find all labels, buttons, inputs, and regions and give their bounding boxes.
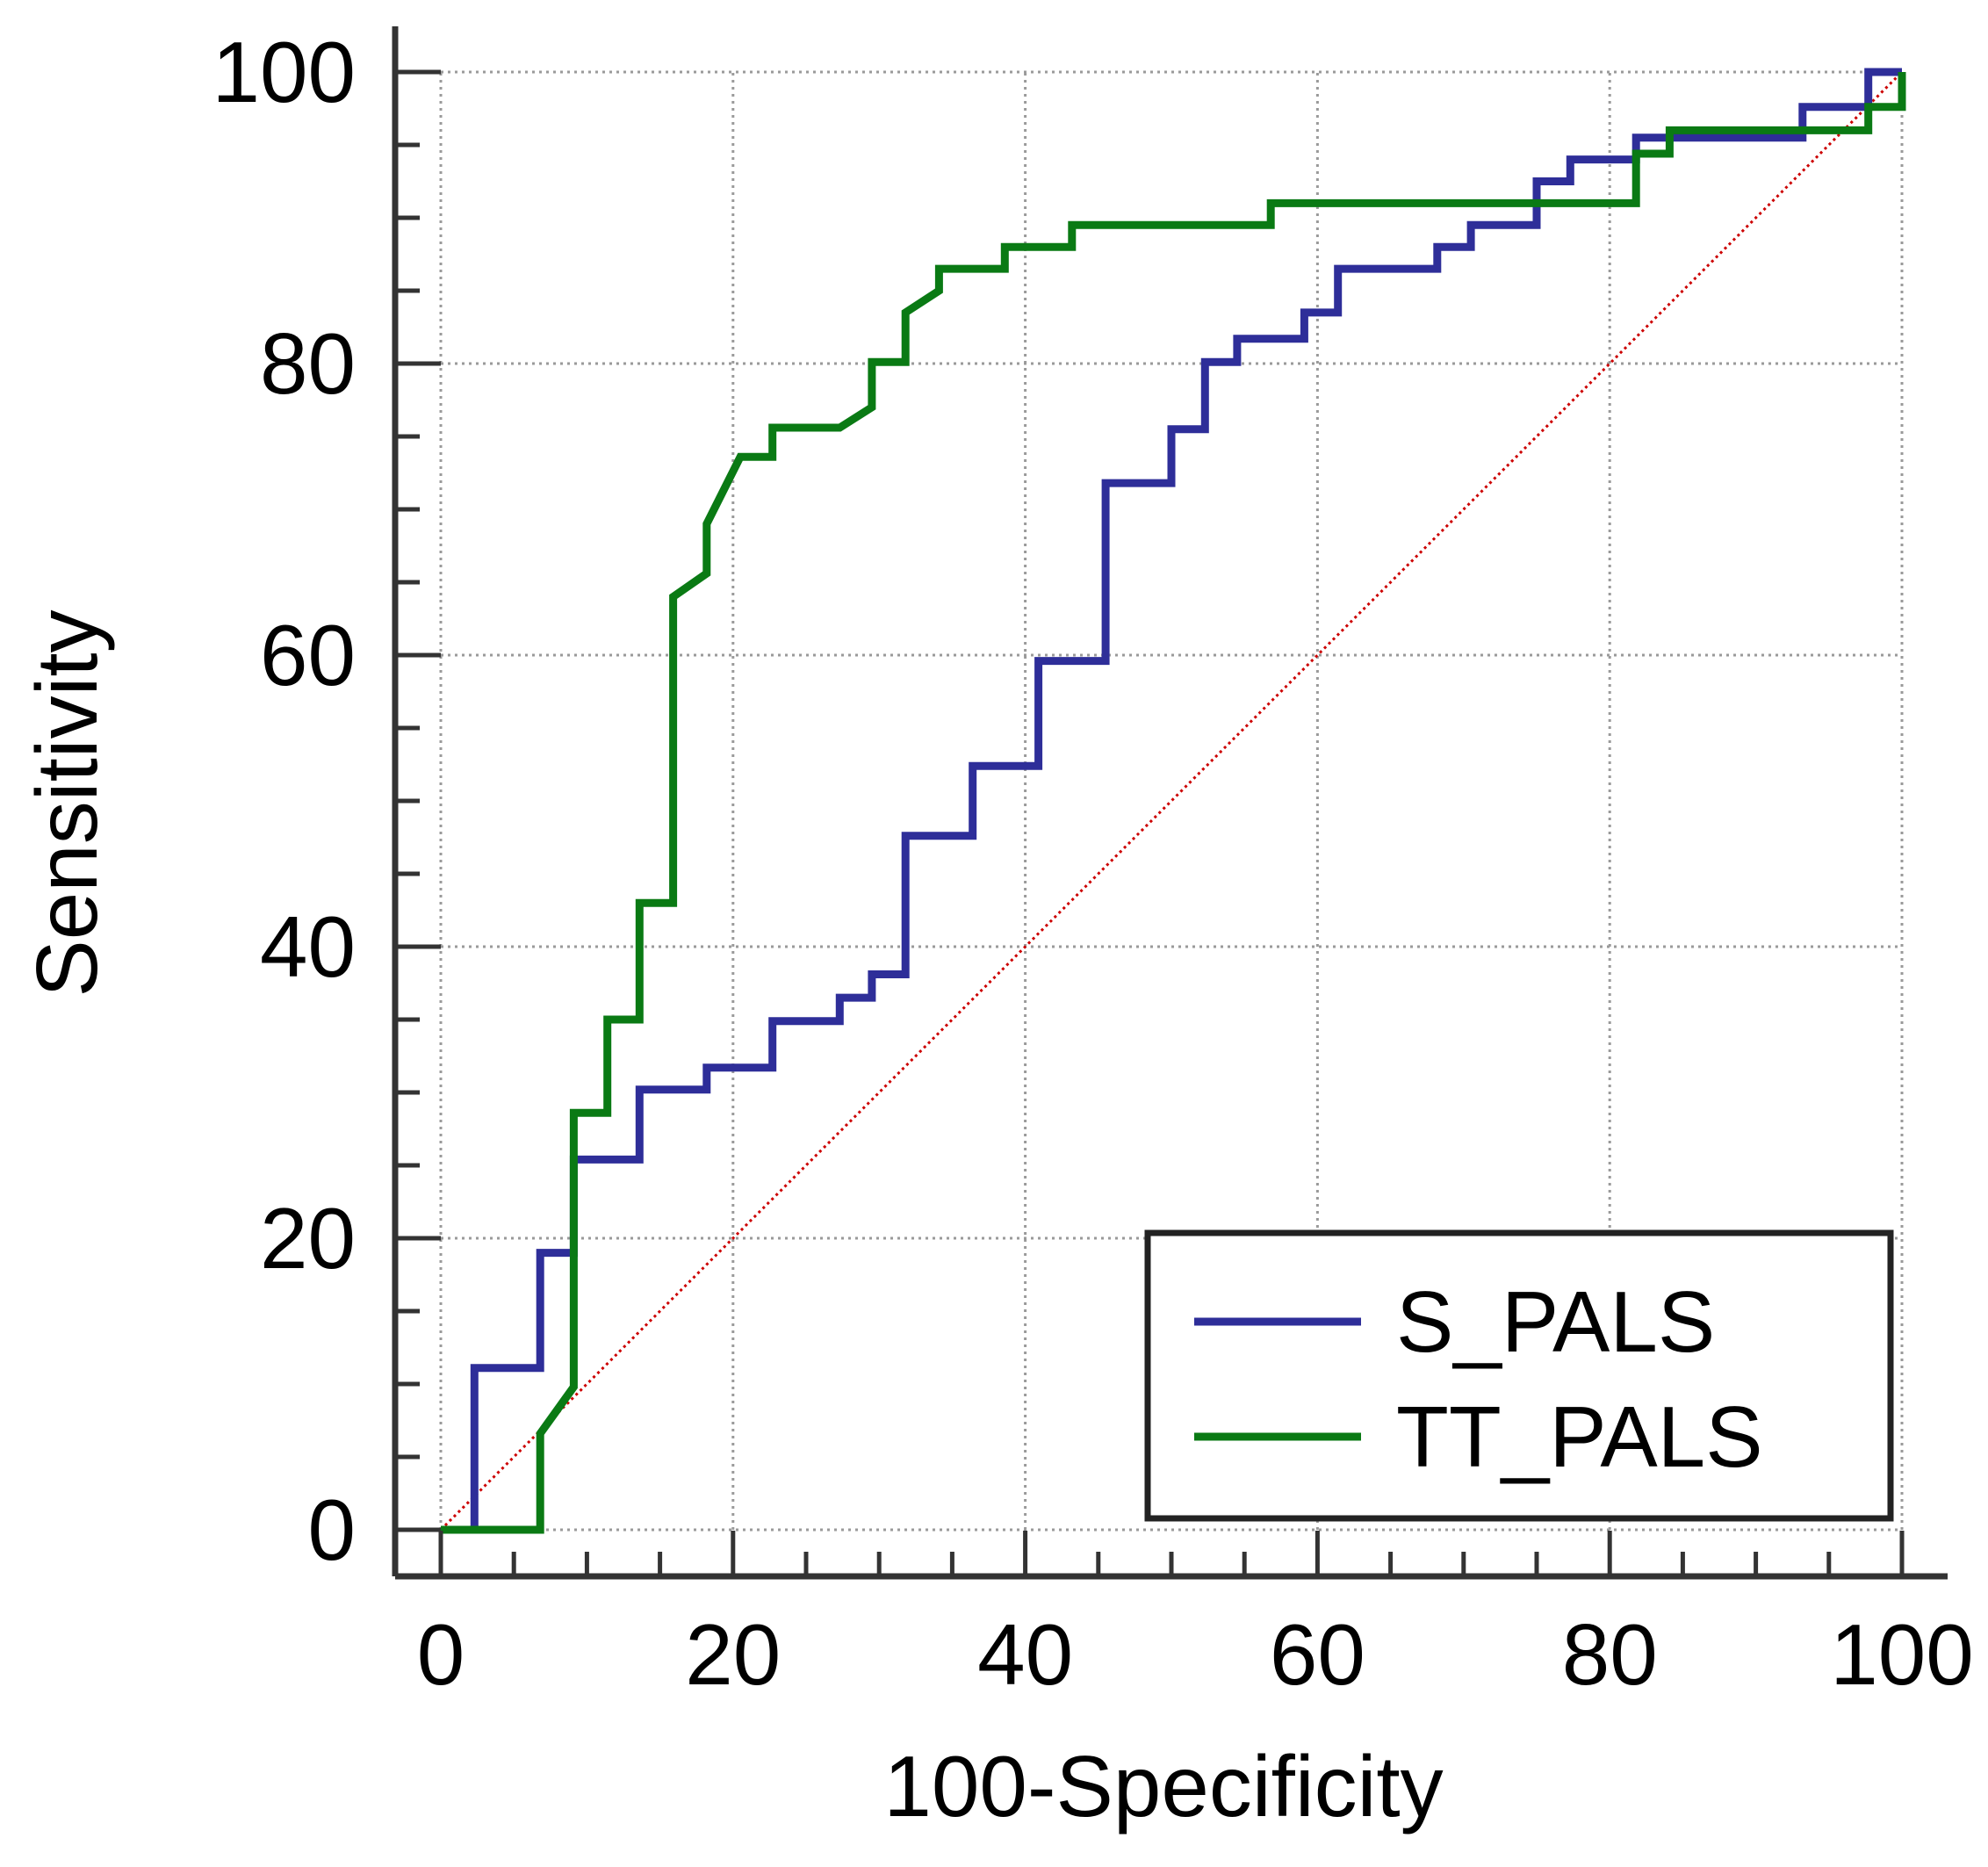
axes-layer: 0 20 40 60 80 100 0 20 40 60 80 100 <box>212 24 1973 1703</box>
series-line-tt-pals <box>441 72 1906 1534</box>
x-tick-label-20: 20 <box>685 1606 781 1703</box>
legend-label-s-pals: S_PALS <box>1396 1273 1715 1370</box>
y-tick-label-100: 100 <box>212 24 356 120</box>
x-tick-label-0: 0 <box>417 1606 465 1703</box>
series-line-s-pals <box>441 68 1902 1534</box>
series-layer <box>441 68 1906 1534</box>
x-axis-title: 100-Specificity <box>883 1738 1443 1835</box>
legend: S_PALS TT_PALS <box>1144 1229 1894 1522</box>
y-tick-label-0: 0 <box>307 1481 356 1578</box>
x-tick-label-80: 80 <box>1562 1606 1658 1703</box>
legend-label-tt-pals: TT_PALS <box>1396 1388 1763 1485</box>
legend-box <box>1144 1229 1894 1522</box>
x-tick-label-60: 60 <box>1270 1606 1365 1703</box>
y-tick-label-20: 20 <box>260 1190 356 1287</box>
y-tick-label-80: 80 <box>260 315 356 412</box>
x-tick-label-40: 40 <box>977 1606 1073 1703</box>
y-tick-label-40: 40 <box>260 898 356 995</box>
y-axis-title: Sensitivity <box>18 609 115 997</box>
y-tick-label-60: 60 <box>260 607 356 703</box>
x-tick-label-100: 100 <box>1830 1606 1974 1703</box>
